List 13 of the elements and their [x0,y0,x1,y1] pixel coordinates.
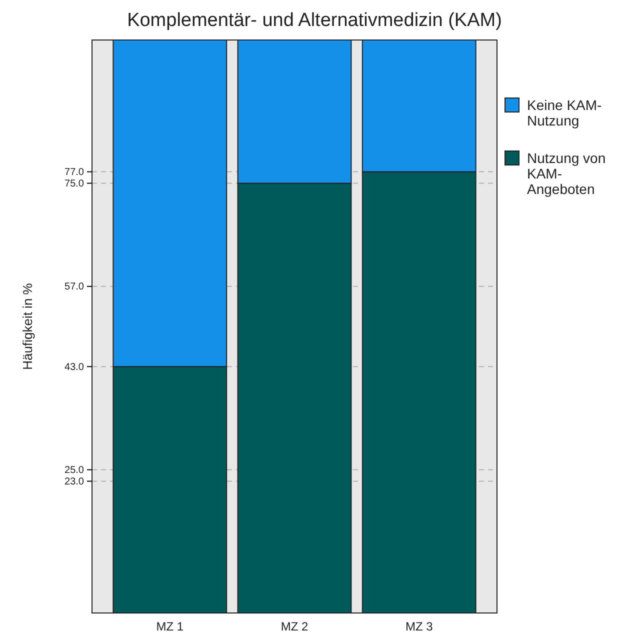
legend-label: Keine KAM-Nutzung [527,97,602,128]
legend-label: Nutzung von KAM-Angeboten [527,150,606,197]
y-tick-label: 23.0 [64,476,84,488]
y-tick-label: 25.0 [64,464,84,476]
x-tick-label: MZ 1 [156,619,184,634]
y-tick-label: 43.0 [64,362,84,373]
y-tick-label: 75.0 [64,178,84,190]
x-tick-label: MZ 2 [280,619,308,634]
y-axis-title: Häufigkeit in % [20,282,35,370]
y-tick-label: 77.0 [64,166,84,178]
y-tick-label: 57.0 [64,282,84,293]
x-tick-label: MZ 3 [405,619,434,634]
chart-title: Komplementär- und Alternativmedizin (KAM) [127,10,502,31]
